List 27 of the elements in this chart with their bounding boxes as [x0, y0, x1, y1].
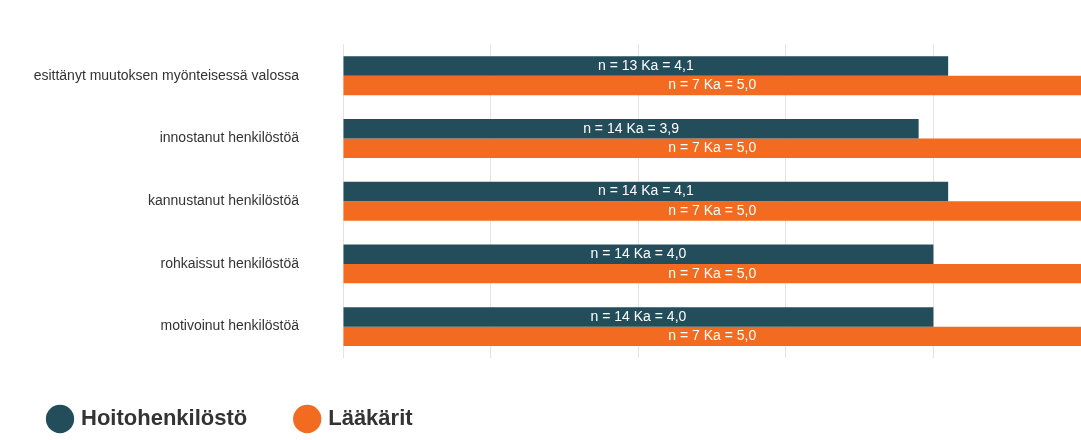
data-label: n = 14 Ka = 3,9 — [583, 119, 680, 136]
bar — [343, 138, 1081, 158]
data-label: n = 14 Ka = 4,0 — [590, 245, 687, 262]
data-label: n = 7 Ka = 5,0 — [668, 139, 757, 156]
bar — [343, 181, 949, 202]
data-label: n = 7 Ka = 5,0 — [668, 264, 757, 281]
y-tick-label: kannustanut henkilöstöä — [148, 192, 300, 209]
y-tick-label: innostanut henkilöstöä — [159, 129, 300, 146]
data-label: n = 7 Ka = 5,0 — [668, 201, 757, 218]
data-label: n = 14 Ka = 4,0 — [590, 307, 687, 324]
data-label: n = 7 Ka = 5,0 — [668, 76, 757, 93]
data-label: n = 13 Ka = 4,1 — [597, 56, 694, 73]
bar — [343, 307, 934, 327]
bar — [343, 201, 1081, 221]
legend-label: Hoitohenkilöstö — [81, 405, 248, 431]
bar — [343, 56, 949, 76]
bar — [343, 75, 1081, 96]
bar — [343, 244, 934, 264]
y-tick-label: motivoinut henkilöstöä — [160, 317, 300, 334]
legend-label: Lääkärit — [328, 405, 414, 431]
bar — [343, 326, 1081, 347]
data-label: n = 14 Ka = 4,1 — [597, 182, 694, 199]
bar — [343, 119, 919, 139]
y-tick-label: esittänyt muutoksen myönteisessä valossa — [33, 66, 300, 83]
y-tick-label: rohkaissut henkilöstöä — [160, 254, 300, 271]
bar — [343, 263, 1081, 284]
data-label: n = 7 Ka = 5,0 — [668, 327, 757, 344]
